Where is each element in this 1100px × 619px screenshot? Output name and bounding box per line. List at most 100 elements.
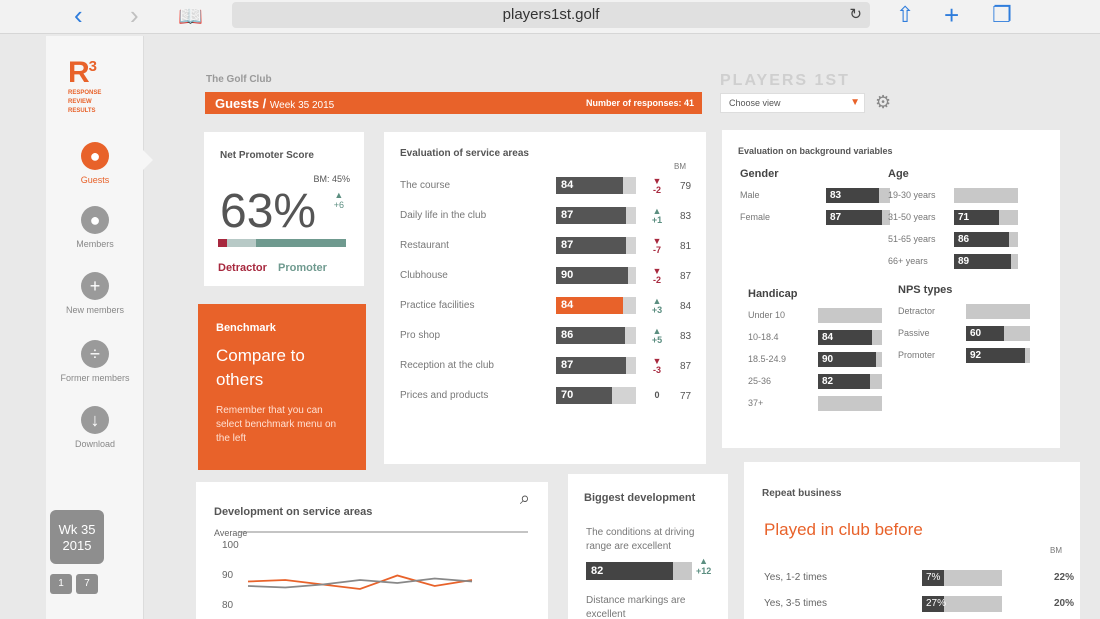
bgv-row[interactable]: 10-18.4 84 <box>748 330 898 346</box>
new-tab-icon[interactable]: + <box>944 0 960 30</box>
bgv-bar <box>818 308 882 323</box>
bgv-row[interactable]: Male 83 <box>740 188 890 204</box>
service-bar-value: 70 <box>556 387 612 404</box>
tabs-icon[interactable]: ❐ <box>992 2 1012 27</box>
service-row[interactable]: Prices and products 70 0 77 <box>400 387 720 405</box>
page-header: Guests / Week 35 2015 Number of response… <box>205 92 702 114</box>
service-bar: 84 <box>556 297 636 314</box>
service-bar-value: 84 <box>556 297 624 314</box>
bgv-bar: 92 <box>966 348 1030 363</box>
bgv-bar-value: 92 <box>966 348 1025 363</box>
divide-icon: ÷ <box>81 340 109 368</box>
calendar-7-days[interactable]: 7 <box>76 574 98 594</box>
bgv-label: Promoter <box>898 350 936 360</box>
service-row[interactable]: Practice facilities 84 ▲ +3 84 <box>400 297 720 315</box>
calendar-week[interactable]: Wk 35 2015 <box>50 510 104 564</box>
nps-bar-promoter <box>256 239 346 247</box>
bgv-row[interactable]: 31-50 years 71 <box>888 210 1038 226</box>
sidebar-item-new-members[interactable]: + New members <box>46 272 144 315</box>
back-icon[interactable]: ‹ <box>74 0 83 30</box>
bookmarks-icon[interactable]: 📖 <box>178 6 203 28</box>
bgv-row[interactable]: 19-30 years <box>888 188 1038 204</box>
url-bar[interactable]: players1st.golf ↻ <box>232 2 870 28</box>
service-label: Reception at the club <box>400 360 494 371</box>
bgv-bar: 89 <box>954 254 1018 269</box>
bgv-row[interactable]: Detractor <box>898 304 1048 320</box>
bgv-label: Under 10 <box>748 310 786 320</box>
chart-ylabel: Average <box>214 528 247 538</box>
service-delta: ▼ -7 <box>652 236 662 255</box>
bgv-row[interactable]: 66+ years 89 <box>888 254 1038 270</box>
service-bm-header: BM <box>674 162 686 171</box>
bgv-bar: 84 <box>818 330 882 345</box>
choose-view-select[interactable]: Choose view ▼ <box>720 93 865 113</box>
bgv-row[interactable]: 37+ <box>748 396 898 412</box>
development-chart: Average 100 90 80 <box>214 528 528 611</box>
bgv-row[interactable]: 51-65 years 86 <box>888 232 1038 248</box>
service-delta: ▲ +1 <box>651 206 663 225</box>
service-row[interactable]: Daily life in the club 87 ▲ +1 83 <box>400 207 720 225</box>
bgv-row[interactable]: Passive 60 <box>898 326 1048 342</box>
benchmark-card[interactable]: Benchmark Compare to others Remember tha… <box>198 304 366 470</box>
bgv-bar-value: 86 <box>954 232 1010 247</box>
service-row[interactable]: Reception at the club 87 ▼ -3 87 <box>400 357 720 375</box>
search-icon[interactable]: ⌕ <box>519 488 530 508</box>
repeat-row[interactable]: Yes, 1-2 times 7% 22% <box>764 570 1074 586</box>
sidebar-item-download[interactable]: ↓ Download <box>46 406 144 449</box>
chart-series-line-1 <box>247 577 473 589</box>
bgv-bar-value: 71 <box>954 210 1000 225</box>
repeat-heading: Played in club before <box>764 520 923 539</box>
bgv-bar: 82 <box>818 374 882 389</box>
gear-icon[interactable]: ⚙ <box>875 92 892 112</box>
biggest-bar-fill: 82 <box>586 562 673 580</box>
benchmark-text: Remember that you can select benchmark m… <box>216 405 337 444</box>
club-name: The Golf Club <box>206 74 272 85</box>
service-bar: 86 <box>556 327 636 344</box>
bgv-row[interactable]: Under 10 <box>748 308 898 324</box>
service-bm: 77 <box>680 391 692 402</box>
bgv-bar-value: 82 <box>818 374 871 389</box>
sidebar-item-former-members[interactable]: ÷ Former members <box>46 340 144 383</box>
bgv-row[interactable]: 25-36 82 <box>748 374 898 390</box>
calendar-1-day[interactable]: 1 <box>50 574 72 594</box>
repeat-title: Repeat business <box>762 488 842 499</box>
repeat-row[interactable]: Yes, 3-5 times 27% 20% <box>764 596 1074 612</box>
bgv-row[interactable]: Promoter 92 <box>898 348 1048 364</box>
bgv-heading: Gender <box>740 168 779 180</box>
reload-icon[interactable]: ↻ <box>849 6 862 23</box>
service-label: Prices and products <box>400 390 489 401</box>
bgv-bar: 71 <box>954 210 1018 225</box>
service-label: Restaurant <box>400 240 449 251</box>
chart-series-line-0 <box>247 574 473 590</box>
service-row[interactable]: Restaurant 87 ▼ -7 81 <box>400 237 720 255</box>
service-delta: ▲ +3 <box>651 296 663 315</box>
service-bm: 87 <box>680 361 692 372</box>
bgv-label: 19-30 years <box>888 190 936 200</box>
repeat-label: Yes, 3-5 times <box>764 598 827 609</box>
bgv-label: 10-18.4 <box>748 332 779 342</box>
bgv-group-gender: Gender Male 83 Female 87 <box>740 168 890 225</box>
forward-icon[interactable]: › <box>130 0 139 30</box>
biggest-title: Biggest development <box>584 492 696 504</box>
download-icon: ↓ <box>81 406 109 434</box>
bgv-bar-value: 89 <box>954 254 1011 269</box>
sidebar-item-members[interactable]: ● Members <box>46 206 144 249</box>
repeat-bar-value: 7% <box>922 570 944 586</box>
service-bar: 87 <box>556 357 636 374</box>
sidebar-item-guests[interactable]: ● Guests <box>46 142 144 185</box>
page-title: Guests / Week 35 2015 <box>215 96 335 111</box>
bgv-row[interactable]: Female 87 <box>740 210 890 226</box>
share-icon[interactable]: ⇧ <box>896 2 915 27</box>
sidebar: R3 RESPONSE REVIEW RESULTS ● Guests ● Me… <box>46 36 144 619</box>
service-row[interactable]: The course 84 ▼ -2 79 <box>400 177 720 195</box>
nps-bar <box>218 239 346 247</box>
url-text: players1st.golf <box>502 6 600 23</box>
service-row[interactable]: Pro shop 86 ▲ +5 83 <box>400 327 720 345</box>
promoter-label: Promoter <box>278 262 327 274</box>
bgv-label: Passive <box>898 328 930 338</box>
service-bar: 84 <box>556 177 636 194</box>
service-row[interactable]: Clubhouse 90 ▼ -2 87 <box>400 267 720 285</box>
bgv-group-age: Age 19-30 years 31-50 years 71 51-65 years 86… <box>888 168 1018 269</box>
bgv-row[interactable]: 18.5-24.9 90 <box>748 352 898 368</box>
detractor-label: Detractor <box>218 262 267 274</box>
